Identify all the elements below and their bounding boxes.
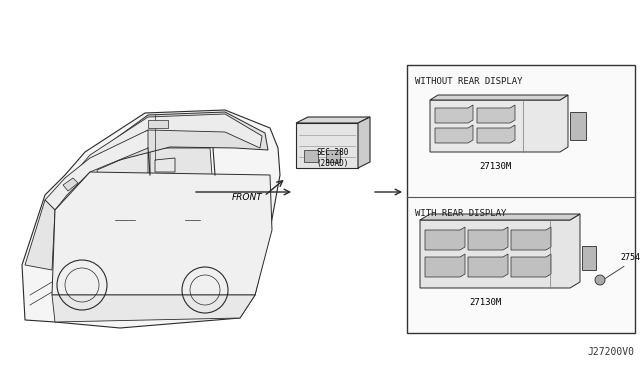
Polygon shape [358,117,370,168]
Text: 27545DA: 27545DA [605,253,640,279]
Bar [304,150,318,162]
Polygon shape [296,117,370,123]
Polygon shape [97,112,268,165]
Text: 27130M: 27130M [479,162,511,171]
Polygon shape [468,254,508,277]
Polygon shape [63,178,78,191]
Polygon shape [511,227,551,250]
Polygon shape [468,227,508,250]
Bar [582,246,596,270]
Polygon shape [52,172,272,295]
Text: WITHOUT REAR DISPLAY: WITHOUT REAR DISPLAY [415,77,522,86]
Polygon shape [435,125,473,143]
Polygon shape [420,214,580,220]
Text: FRONT: FRONT [231,193,262,202]
Polygon shape [477,105,515,123]
Polygon shape [420,214,580,288]
Polygon shape [425,254,465,277]
Polygon shape [425,227,465,250]
Text: J27200V0: J27200V0 [587,347,634,357]
Polygon shape [70,114,262,185]
Text: WITH REAR DISPLAY: WITH REAR DISPLAY [415,209,506,218]
Polygon shape [435,105,473,123]
Polygon shape [25,200,55,270]
Bar [570,112,586,140]
Polygon shape [430,95,568,100]
Polygon shape [296,123,358,168]
Polygon shape [22,110,280,328]
Polygon shape [430,95,568,152]
Polygon shape [155,158,175,172]
Bar [148,120,168,128]
Polygon shape [52,295,255,322]
Text: SEC.280
(280AD): SEC.280 (280AD) [317,148,349,168]
Polygon shape [97,148,148,185]
Bar [326,150,340,162]
Bar [407,65,635,333]
Polygon shape [45,130,148,210]
Polygon shape [477,125,515,143]
Text: 27130M: 27130M [469,298,501,307]
Polygon shape [511,254,551,277]
Polygon shape [150,148,212,175]
Circle shape [595,275,605,285]
